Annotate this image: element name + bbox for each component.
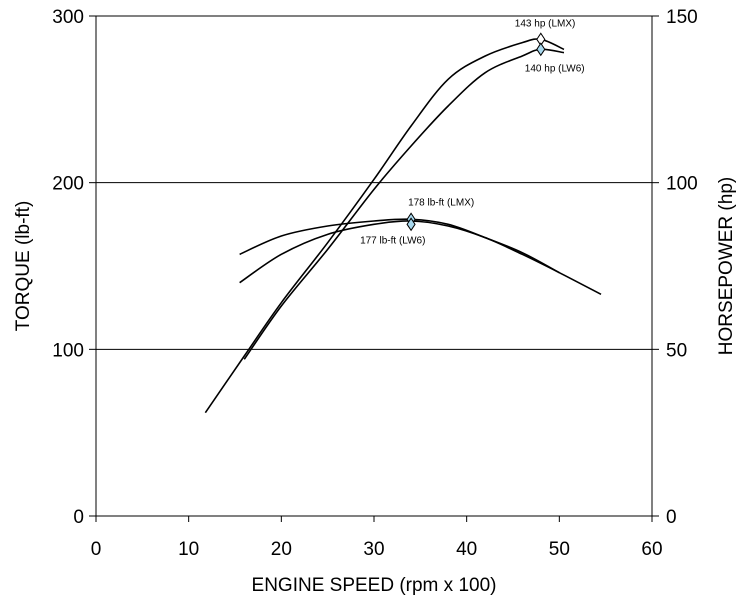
peak-marker [536,42,546,57]
peak-marker [406,217,416,232]
left-y-tick-label: 200 [52,174,84,195]
horsepower-curve-lw6 [243,48,565,360]
left-y-axis-title: TORQUE (lb-ft) [13,201,34,332]
x-tick-label: 0 [91,539,102,560]
left-y-tick-label: 0 [73,507,84,528]
right-y-tick-label: 0 [666,507,677,528]
peak-annotation: 177 lb-ft (LW6) [360,235,425,246]
x-tick-label: 10 [178,539,199,560]
right-y-tick-label: 100 [666,174,698,195]
peak-markers: 143 hp (LMX) 140 hp (LW6) 178 lb-ft (LMX) 1… [360,18,585,246]
gridlines [96,15,652,350]
x-axis-title: ENGINE SPEED (rpm x 100) [252,575,497,596]
x-tick-label: 20 [271,539,292,560]
peak-annotation: 140 hp (LW6) [525,63,585,74]
right-y-tick-label: 150 [666,7,698,28]
left-y-tick-label: 300 [52,7,84,28]
x-tick-label: 60 [641,539,662,560]
left-y-tick-label: 100 [52,340,84,361]
x-tick-label: 50 [549,539,570,560]
x-tick-label: 30 [363,539,384,560]
peak-annotation: 178 lb-ft (LMX) [408,197,474,208]
torque-curve-lw6 [239,220,602,296]
x-tick-label: 40 [456,539,477,560]
right-y-tick-label: 50 [666,340,687,361]
peak-annotation: 143 hp (LMX) [515,18,576,29]
axes [89,15,659,522]
data-series [204,38,602,414]
right-y-axis-title: HORSEPOWER (hp) [716,177,737,355]
horsepower-curve-lmx [204,38,565,414]
